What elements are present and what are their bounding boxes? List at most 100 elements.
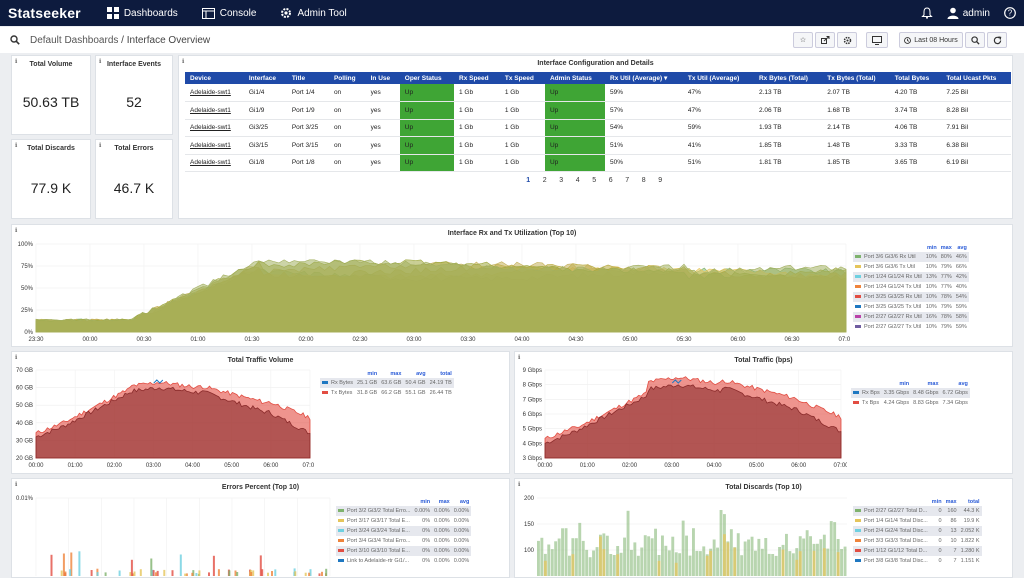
info-icon[interactable]: ℹ (15, 228, 18, 234)
username[interactable]: admin (962, 7, 990, 19)
device-link[interactable]: Adelaide-swt1 (185, 101, 244, 120)
legend-item[interactable]: Port 3/10 Gi3/10 Total E... 0% 0.00% 0.00% (336, 546, 472, 556)
tv-mode-button[interactable] (866, 32, 888, 48)
page-link[interactable]: 2 (542, 177, 547, 184)
legend-column-header[interactable]: max (390, 370, 402, 377)
legend-column-header[interactable]: min (927, 244, 937, 251)
share-button[interactable] (815, 32, 835, 48)
legend-item[interactable]: Rx Bps 3.35 Gbps 8.48 Gbps 6.72 Gbps (851, 388, 970, 398)
page-link[interactable]: 1 (526, 177, 531, 184)
column-header[interactable]: Rx Util (Average) ▾ (605, 72, 683, 84)
column-header[interactable]: Polling (328, 72, 366, 84)
nav-dashboards[interactable]: Dashboards (106, 7, 190, 19)
legend-item[interactable]: Port 1/24 Gi1/24 Tx Util 10% 77% 40% (853, 282, 969, 292)
status-badge: Up (544, 119, 606, 137)
column-header[interactable]: Rx Speed (454, 72, 500, 84)
legend-item[interactable]: Port 3/25 Gi3/25 Rx Util 10% 78% 54% (853, 292, 969, 302)
legend-column-header[interactable]: avg (957, 244, 967, 251)
legend-item[interactable]: Port 2/27 Gi2/27 Rx Util 16% 78% 58% (853, 312, 969, 322)
info-icon[interactable]: ℹ (518, 355, 521, 361)
legend-column-header[interactable]: max (940, 244, 952, 251)
refresh-button[interactable] (987, 32, 1007, 48)
legend-column-header[interactable]: max (927, 380, 939, 387)
bar (795, 559, 799, 576)
legend-column-header[interactable]: avg (416, 370, 426, 377)
column-header[interactable]: Tx Util (Average) (682, 72, 754, 84)
legend-item[interactable]: Port 3/6 Gi3/6 Tx Util 10% 79% 66% (853, 262, 969, 272)
column-header[interactable]: Device (185, 72, 244, 84)
legend-column-header[interactable]: min (931, 498, 942, 505)
legend-item[interactable]: Port 3/2 Gi3/2 Total Erro... 0.00% 0.00% 0.… (336, 506, 472, 516)
column-header[interactable]: Tx Speed (499, 72, 545, 84)
legend-item[interactable]: Tx Bytes 31.8 GB 66.2 GB 55.1 GB 26.44 TB (320, 388, 454, 398)
page-link[interactable]: 5 (592, 177, 597, 184)
legend-item[interactable]: Port 2/27 Gi2/27 Total D... 0 160 44.3 K (853, 506, 982, 516)
nav-console[interactable]: Console (201, 7, 269, 19)
info-icon[interactable]: ℹ (99, 59, 102, 65)
table-cell: 1 Gb (499, 101, 545, 120)
time-range-picker[interactable]: Last 08 Hours (899, 32, 963, 48)
page-link[interactable]: 6 (608, 177, 613, 184)
legend-column-header[interactable]: max (945, 498, 957, 505)
help-icon[interactable]: ? (1004, 7, 1016, 19)
info-icon[interactable]: ℹ (182, 59, 185, 65)
device-link[interactable]: Adelaide-swt1 (185, 136, 244, 155)
info-icon[interactable]: ℹ (99, 143, 102, 149)
star-button[interactable]: ☆ (793, 32, 813, 48)
column-header[interactable]: Oper Status (399, 72, 455, 84)
device-link[interactable]: Adelaide-swt1 (185, 84, 244, 102)
column-header[interactable]: Total Bytes (889, 72, 942, 84)
column-header[interactable]: Interface (243, 72, 287, 84)
legend-column-header[interactable]: avg (459, 498, 470, 505)
info-icon[interactable]: ℹ (15, 59, 18, 65)
info-icon[interactable]: ℹ (15, 143, 18, 149)
bar (294, 571, 297, 576)
nav-admin-tool[interactable]: Admin Tool (280, 7, 358, 19)
info-icon[interactable]: ℹ (518, 482, 521, 488)
page-link[interactable]: 3 (559, 177, 564, 184)
zoom-out-button[interactable] (965, 32, 985, 48)
legend-item[interactable]: Rx Bytes 25.1 GB 63.6 GB 50.4 GB 24.19 TB (320, 378, 454, 388)
legend-item[interactable]: Port 3/17 Gi3/17 Total E... 0% 0.00% 0.00% (336, 516, 471, 526)
legend-column-header[interactable]: max (438, 498, 450, 505)
legend-item[interactable]: Tx Bps 4.24 Gbps 8.83 Gbps 7.34 Gbps (851, 398, 970, 408)
breadcrumb-parent[interactable]: Default Dashboards (30, 34, 119, 46)
info-icon[interactable]: ℹ (15, 355, 18, 361)
column-header[interactable]: Admin Status (544, 72, 606, 84)
legend-item[interactable]: Port 3/24 Gi3/24 Total E... 0% 0.00% 0.00% (336, 526, 472, 536)
legend-item[interactable]: Port 1/4 Gi1/4 Total Disc... 0 86 19.9 K (853, 516, 982, 526)
legend-item[interactable]: Port 2/27 Gi2/27 Tx Util 10% 79% 59% (853, 322, 969, 332)
column-header[interactable]: Title (286, 72, 329, 84)
info-icon[interactable]: ℹ (15, 482, 18, 488)
legend-item[interactable]: Port 3/4 Gi3/4 Total Erro... 0% 0.00% 0.00% (336, 536, 471, 546)
legend-column-header[interactable]: avg (958, 380, 968, 387)
legend-item[interactable]: Port 3/25 Gi3/25 Tx Util 10% 79% 59% (853, 302, 969, 312)
column-header[interactable]: Tx Bytes (Total) (822, 72, 890, 84)
column-header[interactable]: Rx Bytes (Total) (753, 72, 823, 84)
legend-column-header[interactable]: total (967, 498, 980, 505)
legend-item[interactable]: Port 3/3 Gi3/3 Total Disc... 0 10 1.822 K (853, 536, 982, 546)
search-icon[interactable] (10, 35, 20, 45)
legend-item[interactable]: Port 1/12 Gi1/12 Total D... 0 7 1.280 K (853, 546, 982, 556)
legend-column-header[interactable]: total (440, 370, 452, 377)
column-header[interactable]: In Use (365, 72, 400, 84)
legend-item[interactable]: Link to Adelaide-rtr Gi1/... 0% 0.00% 0.00% (336, 556, 471, 566)
legend-item[interactable]: Port 3/8 Gi3/8 Total Disc... 0 7 1.151 K (853, 556, 982, 566)
device-link[interactable]: Adelaide-swt1 (185, 154, 244, 172)
legend-item[interactable]: Port 3/6 Gi3/6 Rx Util 10% 80% 46% (853, 252, 969, 262)
user-icon[interactable] (947, 7, 959, 19)
device-link[interactable]: Adelaide-swt1 (185, 119, 244, 137)
bar (163, 569, 166, 576)
settings-button[interactable] (837, 32, 857, 48)
page-link[interactable]: 9 (658, 177, 663, 184)
column-header[interactable]: Total Ucast Pkts (941, 72, 1011, 84)
legend-item[interactable]: Port 2/4 Gi2/4 Total Disc... 0 13 2.052 K (853, 526, 982, 536)
page-link[interactable]: 8 (641, 177, 646, 184)
legend-column-header[interactable]: min (420, 498, 431, 505)
page-link[interactable]: 4 (575, 177, 580, 184)
legend-column-header[interactable]: min (899, 380, 910, 387)
legend-item[interactable]: Port 1/24 Gi1/24 Rx Util 13% 77% 42% (853, 272, 969, 282)
legend-column-header[interactable]: min (367, 370, 378, 377)
bell-icon[interactable] (921, 7, 933, 19)
page-link[interactable]: 7 (625, 177, 630, 184)
